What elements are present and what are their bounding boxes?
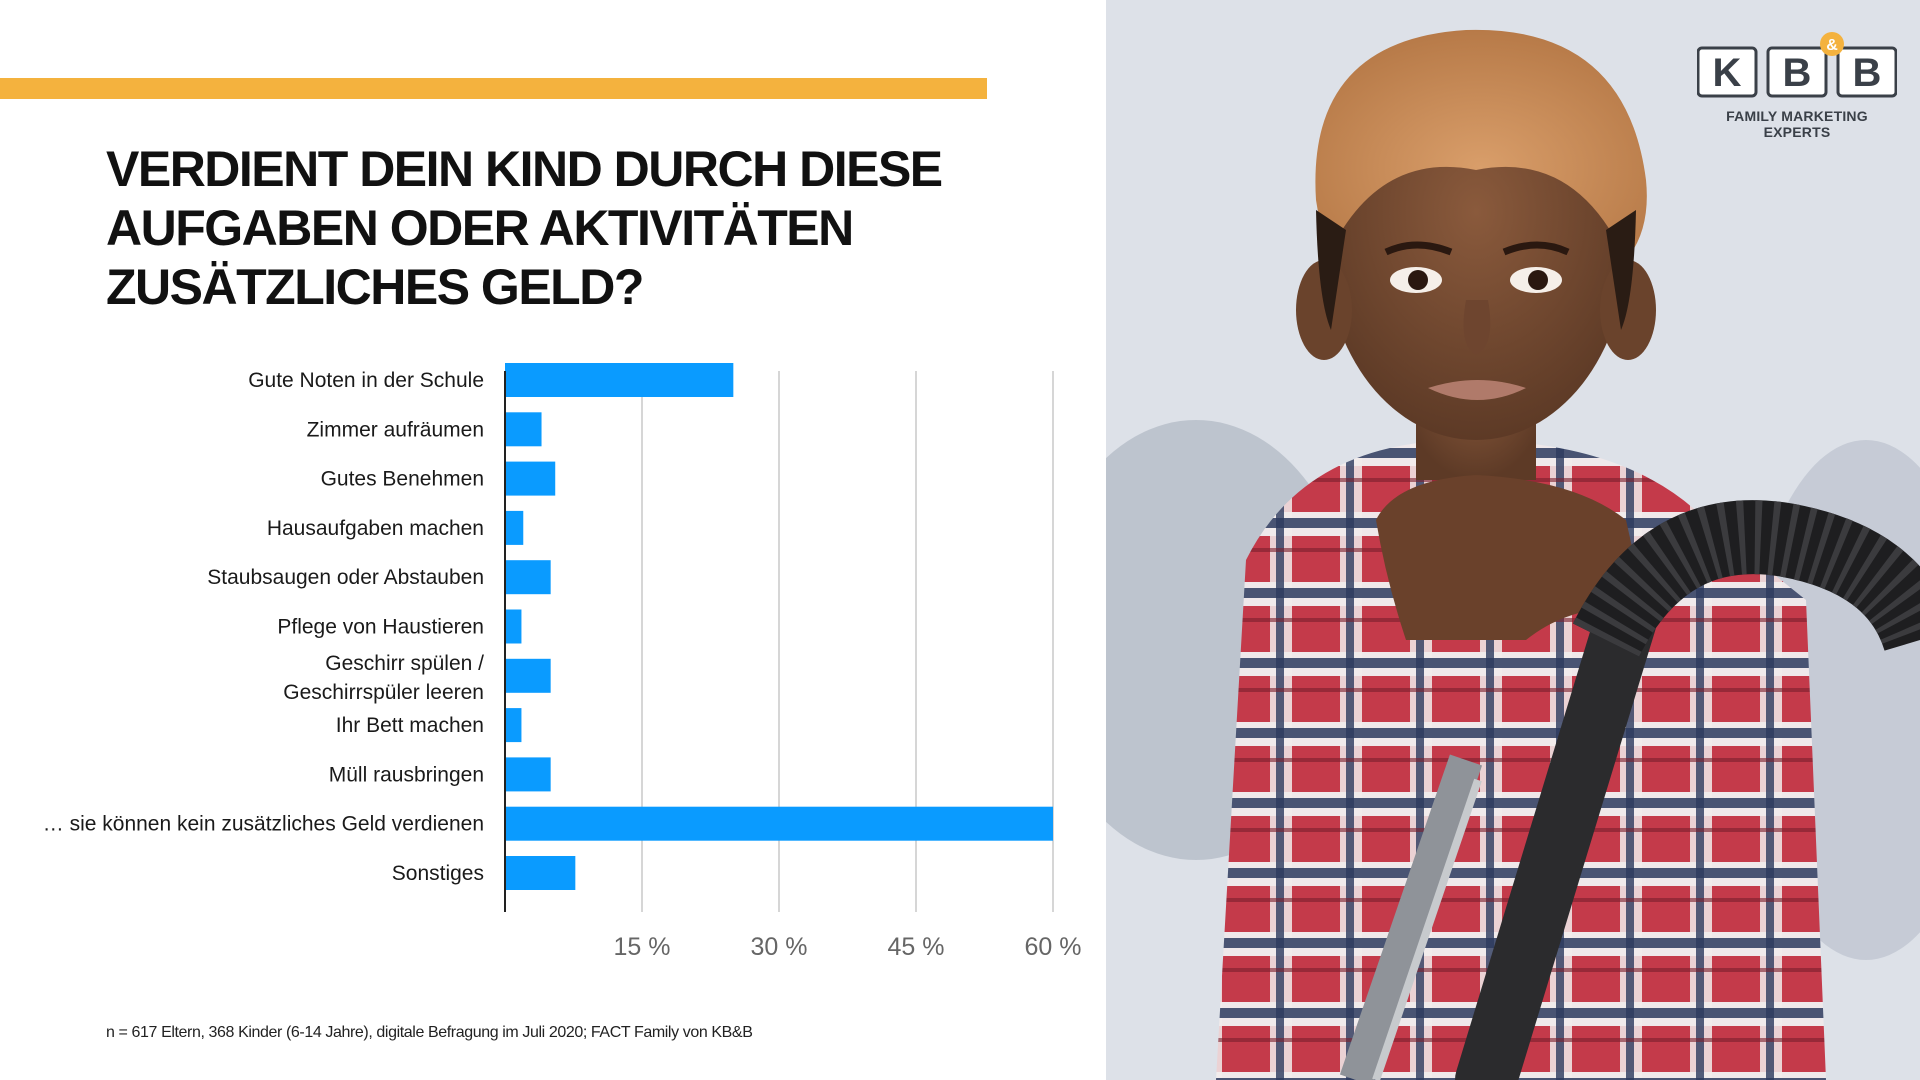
logo-box-k [1697,46,1758,98]
bar [505,806,1053,841]
vacuum-tube [1339,754,1483,1080]
photo-panel [1106,0,1920,1080]
x-tick-label: 15 % [614,933,671,961]
footnote: n = 617 Eltern, 368 Kinder (6-14 Jahre),… [106,1024,753,1041]
title-line: VERDIENT DEIN KIND DURCH DIESE [106,141,943,197]
bar-chart: Gute Noten in der Schule Zimmer aufräumen… [43,363,1082,961]
boy-with-vacuum-illustration [1106,0,1920,1080]
bar [505,658,551,693]
bar [505,856,576,890]
category-label: Hausaufgaben machen [267,517,484,540]
x-tick-label: 30 % [751,933,808,961]
title-line: ZUSÄTZLICHES GELD? [106,259,644,315]
bar [505,412,542,447]
bar [505,560,551,595]
vacuum-hose [1572,500,1920,658]
page-title: VERDIENT DEIN KIND DURCH DIESE AUFGABEN … [106,140,1006,317]
mouth [1428,380,1526,400]
nose [1463,300,1491,355]
logo-letter: B [1783,51,1812,95]
title-line: AUFGABEN ODER AKTIVITÄTEN [106,200,854,256]
hair-side-right [1606,210,1636,330]
category-label: Gutes Benehmen [321,468,484,491]
logo-box-b1 [1766,46,1828,98]
hair-side-left [1316,210,1346,330]
bar [505,461,556,496]
bar [505,757,551,792]
logo-ampersand: & [1826,37,1838,54]
x-tick-labels: 15 % 30 % 45 % 60 % [614,933,1082,961]
category-label: Staubsaugen oder Abstauben [207,566,484,589]
category-labels: Gute Noten in der Schule Zimmer aufräumen… [43,369,484,885]
vacuum-pipe [1455,589,1657,1080]
logo-box-b2 [1836,46,1897,98]
x-tick-label: 45 % [888,933,945,961]
hands [1376,475,1646,640]
bar [505,510,524,545]
category-label: Geschirr spülen / Geschirrspüler leeren [283,652,484,704]
category-label: Müll rausbringen [329,763,484,786]
logo-letter: K [1713,51,1742,95]
right-ear [1600,260,1656,360]
kbb-logo: K B B & [1697,32,1897,98]
category-label: Pflege von Haustieren [277,616,484,639]
category-label: Gute Noten in der Schule [248,369,484,392]
category-label: Zimmer aufräumen [307,418,484,441]
bar [505,363,734,397]
logo-letter: B [1853,51,1882,95]
logo-tagline: FAMILY MARKETING EXPERTS [1726,108,1868,140]
category-label: Ihr Bett machen [336,714,484,737]
bar [505,708,522,743]
hair [1315,29,1647,260]
logo-ampersand-badge [1820,32,1844,56]
bar [505,609,522,644]
bars [505,363,1053,890]
x-tick-label: 60 % [1025,933,1082,961]
category-label: Sonstiges [392,862,484,885]
left-ear [1296,260,1352,360]
accent-bar [0,78,987,99]
category-label: … sie können kein zusätzliches Geld verd… [43,813,484,836]
